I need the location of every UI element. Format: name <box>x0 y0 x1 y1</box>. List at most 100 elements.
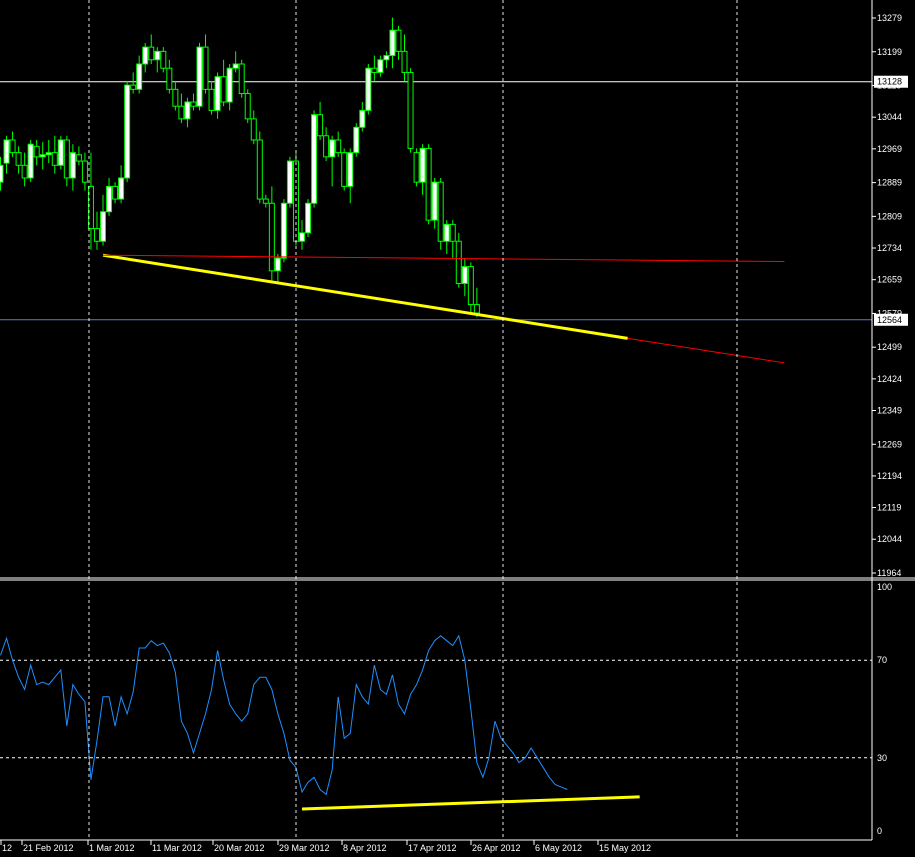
price-tick-label: 12194 <box>877 471 902 481</box>
candle-body <box>232 63 239 69</box>
candle-body <box>196 46 203 107</box>
trendline <box>627 337 785 364</box>
oscillator-tick-label: 70 <box>877 655 887 665</box>
candle-body <box>15 152 22 166</box>
current-price-label: 13128 <box>877 77 902 87</box>
current-price-box <box>874 75 908 88</box>
date-tick-label: 29 Mar 2012 <box>279 843 330 853</box>
candle-body <box>274 257 281 272</box>
date-tick-label: 17 Apr 2012 <box>408 843 457 853</box>
candle-body <box>202 46 209 90</box>
candle-body <box>3 139 10 164</box>
price-tick-label: 12424 <box>877 374 902 384</box>
price-tick-label: 12659 <box>877 275 902 285</box>
price-tick-label: 12269 <box>877 439 902 449</box>
candle-body <box>81 160 88 183</box>
candle-body <box>437 181 444 242</box>
date-tick-label: 12 <box>2 843 12 853</box>
candle-body <box>286 160 293 204</box>
trendline <box>103 254 785 263</box>
candle-body <box>317 114 324 137</box>
candle-body <box>124 84 131 179</box>
candle-body <box>389 29 396 57</box>
candle-body <box>63 139 70 179</box>
candle-body <box>335 139 342 154</box>
candle-body <box>395 29 402 52</box>
candle-body <box>87 185 94 230</box>
candle-body <box>45 152 52 156</box>
candle-body <box>130 84 137 90</box>
price-tick-label: 13279 <box>877 13 902 23</box>
price-tick-label: 12499 <box>877 342 902 352</box>
price-tick-label: 12579 <box>877 308 902 318</box>
candle-body <box>190 101 197 107</box>
price-tick-label: 12809 <box>877 211 902 221</box>
candle-body <box>311 114 318 204</box>
candle-body <box>226 67 233 103</box>
oscillator-tick-label: 30 <box>877 753 887 763</box>
candle-body <box>268 202 275 272</box>
candle-body <box>214 76 221 111</box>
price-tick-label: 13044 <box>877 112 902 122</box>
candle-body <box>353 126 360 154</box>
candle-body <box>21 164 28 179</box>
candle-body <box>347 152 354 187</box>
candle-body <box>365 67 372 111</box>
candle-body <box>118 177 125 200</box>
candle-body <box>359 109 366 128</box>
candle-body <box>178 105 185 120</box>
candle-body <box>93 228 100 242</box>
price-tick-label: 13199 <box>877 47 902 57</box>
date-tick-label: 8 Apr 2012 <box>343 843 387 853</box>
candle-body <box>250 118 257 141</box>
candle-body <box>329 139 336 158</box>
current-price-box <box>874 313 908 326</box>
candle-body <box>160 50 167 69</box>
date-tick-label: 20 Mar 2012 <box>214 843 265 853</box>
candle-body <box>142 46 149 65</box>
candle-body <box>220 76 227 103</box>
candle-body <box>371 67 378 73</box>
price-tick-label: 12349 <box>877 406 902 416</box>
candle-body <box>57 139 64 166</box>
price-tick-label: 12969 <box>877 144 902 154</box>
candle-body <box>383 55 390 61</box>
date-tick-label: 21 Feb 2012 <box>23 843 74 853</box>
candle-body <box>425 147 432 221</box>
candle-body <box>27 143 34 179</box>
candle-body <box>39 154 46 158</box>
candle-body <box>136 63 143 90</box>
candle-body <box>0 164 4 183</box>
candle-body <box>9 139 16 154</box>
candle-body <box>106 185 113 213</box>
price-tick-label: 12889 <box>877 178 902 188</box>
candle-body <box>172 88 179 107</box>
price-tick-label: 12119 <box>877 503 901 513</box>
candle-body <box>431 181 438 221</box>
candle-body <box>166 67 173 90</box>
candle-body <box>238 63 245 95</box>
oscillator-tick-label: 0 <box>877 826 882 836</box>
candle-body <box>377 59 384 73</box>
price-tick-label: 12734 <box>877 243 902 253</box>
candle-body <box>100 211 107 242</box>
current-price-label: 12564 <box>877 315 902 325</box>
candle-body <box>455 240 462 284</box>
oscillator-trendline <box>301 795 640 811</box>
candle-body <box>75 154 82 162</box>
candle-body <box>419 147 426 183</box>
price-panel <box>0 17 872 364</box>
candle-body <box>413 152 420 183</box>
candle-body <box>154 50 161 61</box>
candle-body <box>323 135 330 158</box>
candle-body <box>401 50 408 73</box>
candle-body <box>262 198 269 204</box>
oscillator-panel <box>0 634 872 811</box>
candle-body <box>407 71 414 149</box>
date-tick-label: 1 Mar 2012 <box>89 843 135 853</box>
candle-body <box>341 152 348 187</box>
candle-body <box>467 266 474 306</box>
candle-body <box>449 223 456 242</box>
